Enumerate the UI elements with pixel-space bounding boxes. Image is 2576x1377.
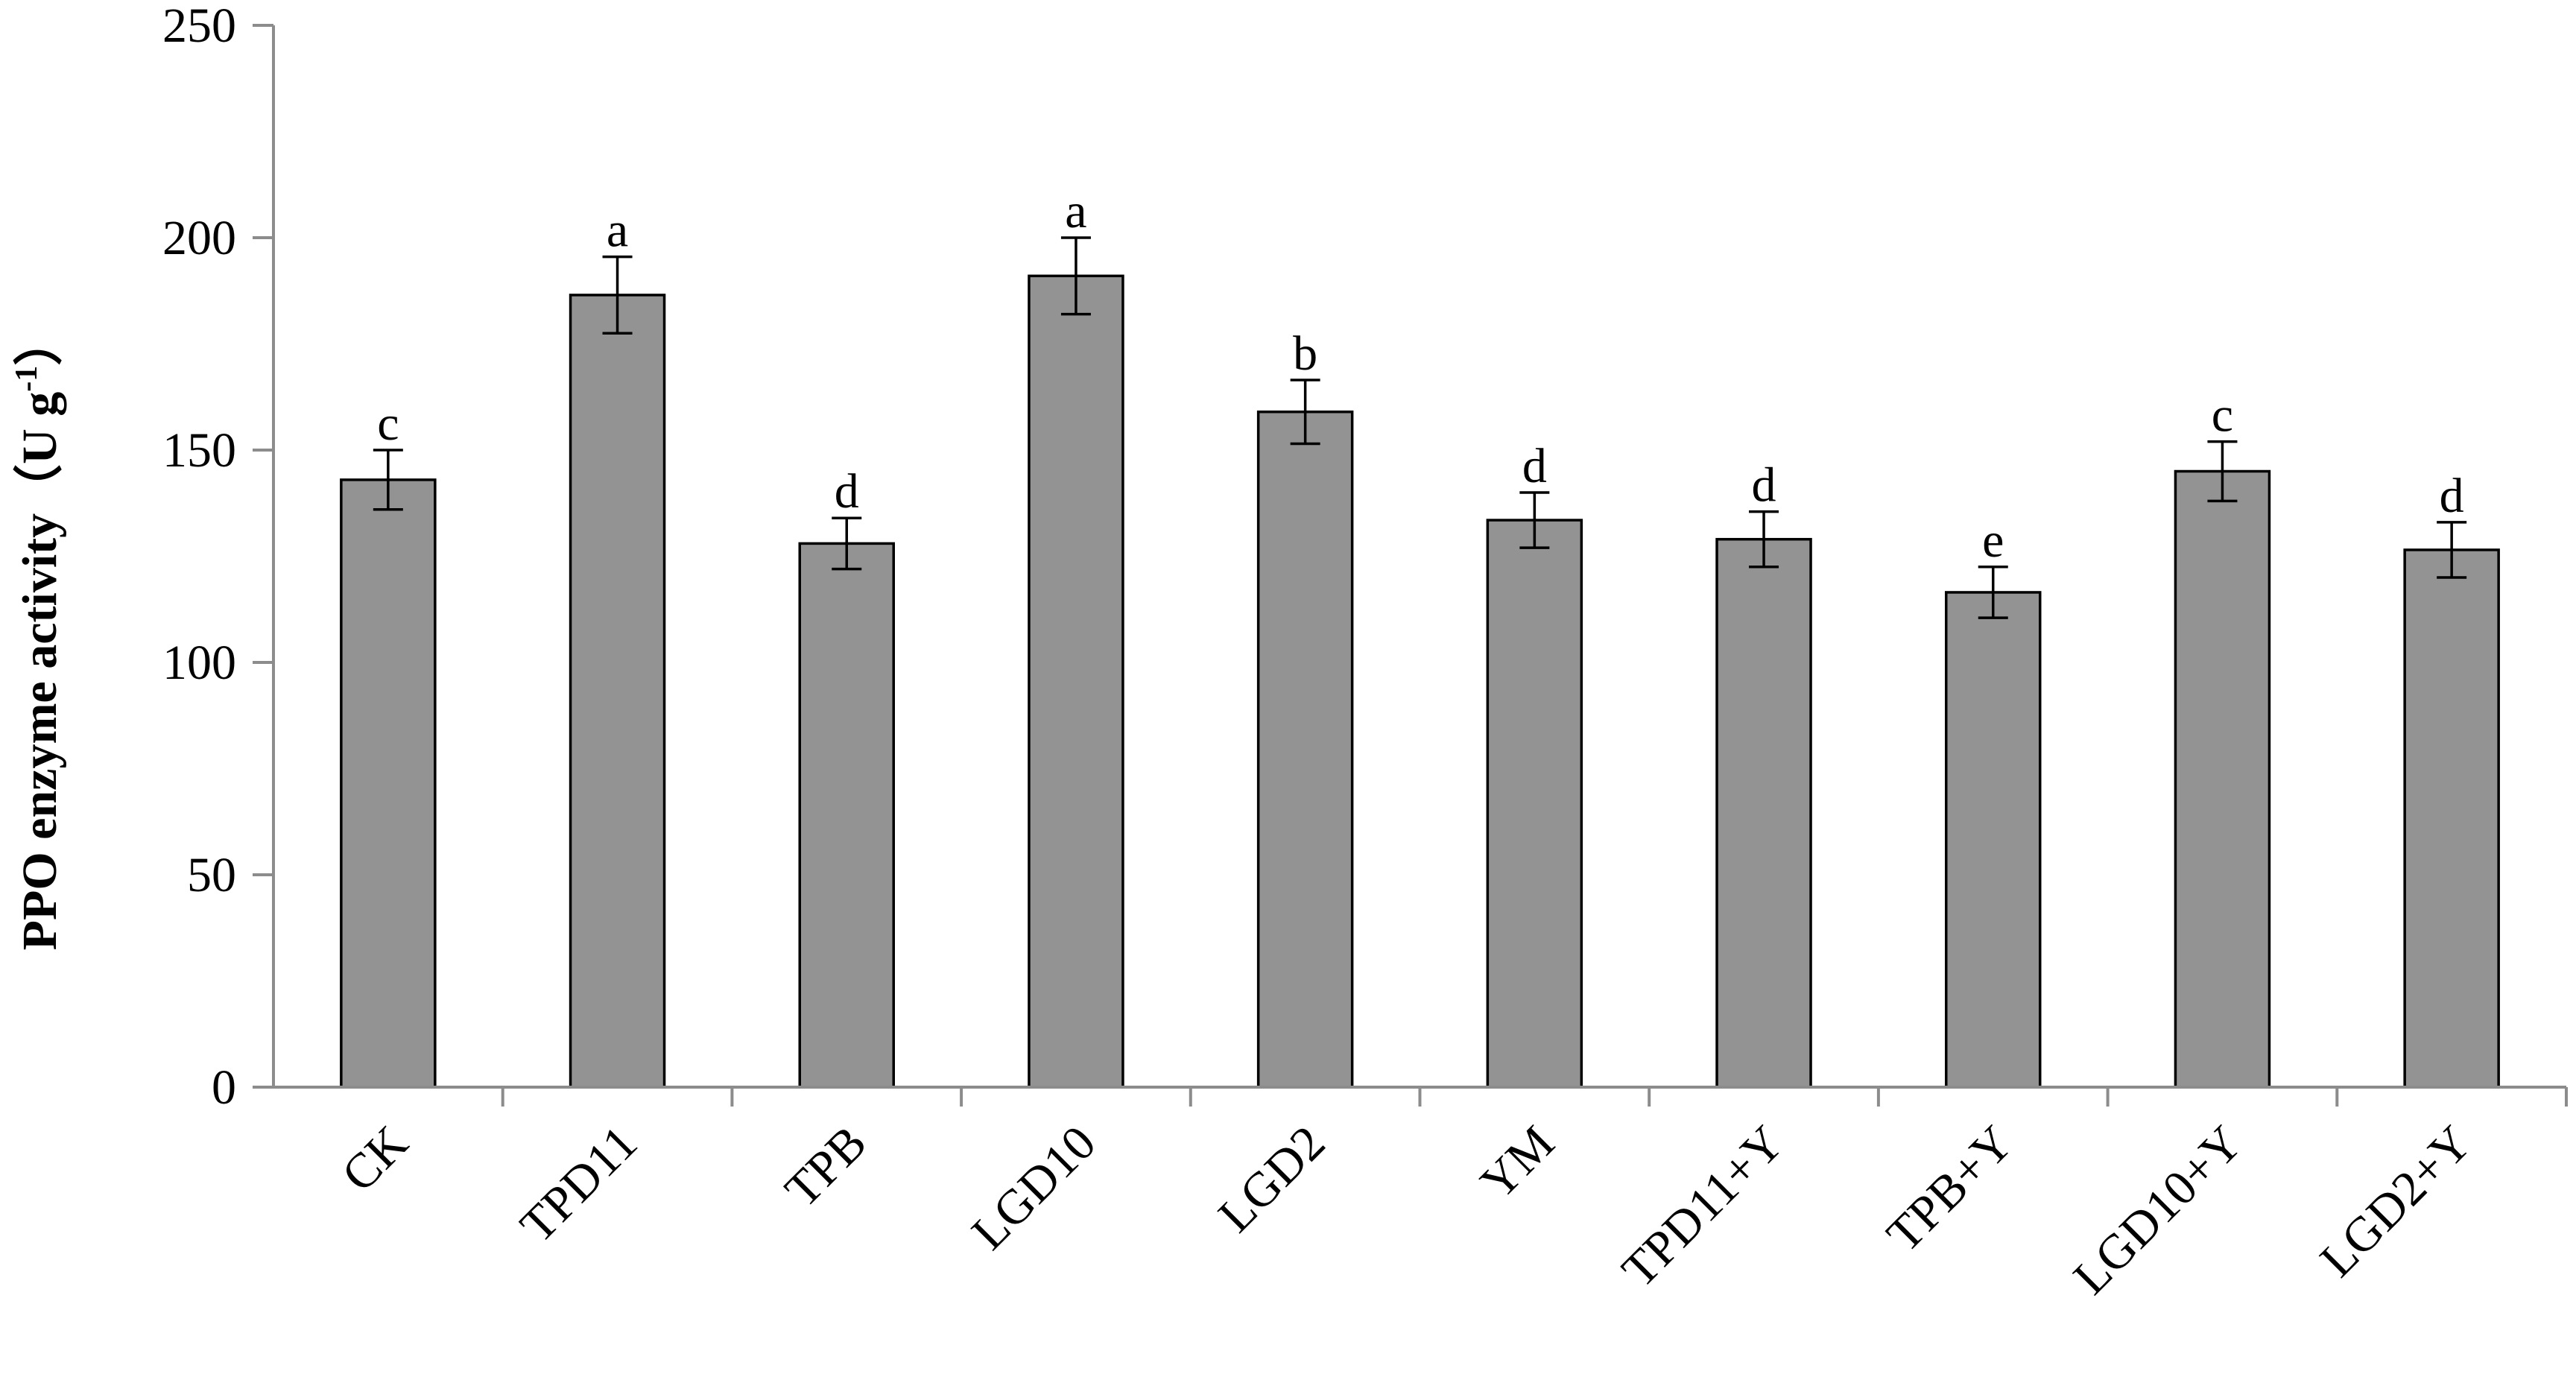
y-tick-label: 0 xyxy=(212,1060,236,1115)
error-bar xyxy=(1978,566,2008,619)
x-tick-label: LGD2+Y xyxy=(2310,1115,2482,1288)
error-bar xyxy=(2437,521,2467,579)
y-axis-title: PPO enzyme activity（U g-1） xyxy=(10,317,67,951)
bar xyxy=(2174,469,2271,1089)
bar xyxy=(1715,537,1812,1089)
x-tick-label: TPB+Y xyxy=(1876,1115,2023,1262)
significance-label: e xyxy=(1982,513,2004,568)
bar xyxy=(340,478,437,1089)
significance-label: d xyxy=(1522,439,1547,493)
y-axis-title-superscript: -1 xyxy=(10,366,44,392)
bar xyxy=(1028,274,1124,1089)
error-bars xyxy=(373,236,2467,619)
bar xyxy=(1256,410,1354,1089)
error-bar xyxy=(1749,510,1779,569)
y-axis-title-main: PPO enzyme activity（U g xyxy=(12,392,67,951)
y-tick-label: 250 xyxy=(162,0,236,53)
significance-label: d xyxy=(1752,458,1776,513)
bar xyxy=(569,294,666,1089)
error-bar xyxy=(1060,236,1091,316)
y-tick-label: 200 xyxy=(162,211,236,265)
significance-label: d xyxy=(2440,469,2464,523)
bar xyxy=(1486,519,1583,1089)
bars xyxy=(340,274,2500,1089)
error-bar xyxy=(602,255,633,335)
significance-label: d xyxy=(835,464,859,519)
error-bar xyxy=(1290,379,1320,446)
y-tick-label: 50 xyxy=(187,848,236,902)
bar xyxy=(2403,548,2500,1089)
x-tick-label: LGD2 xyxy=(1208,1115,1335,1243)
y-tick-label: 150 xyxy=(162,423,236,478)
significance-labels: c a d a b d d e c d xyxy=(377,184,2463,568)
bar xyxy=(798,542,895,1089)
y-tick-label: 100 xyxy=(162,636,236,690)
y-axis-title-close: ） xyxy=(12,317,67,366)
significance-label: c xyxy=(2212,388,2233,443)
y-axis-ticks: 0 50 100 150 200 250 xyxy=(162,0,273,1115)
x-tick-label: TPD11+Y xyxy=(1612,1115,1794,1298)
x-tick-label: LGD10 xyxy=(961,1115,1106,1260)
x-tick-label: LGD10+Y xyxy=(2063,1115,2253,1305)
error-bar xyxy=(1519,491,1550,549)
error-bar xyxy=(2207,440,2238,503)
category-labels: CK TPD11 TPB LGD10 LGD2 YM TPD11+Y TPB+Y LGD10+Y… xyxy=(332,1087,2568,1305)
x-tick-label: TPB xyxy=(775,1115,877,1218)
bar xyxy=(1945,591,2042,1089)
error-bar xyxy=(832,516,862,571)
significance-label: a xyxy=(1065,184,1086,238)
significance-label: a xyxy=(607,203,628,258)
error-bar xyxy=(373,449,403,511)
x-tick-label: YM xyxy=(1470,1115,1565,1210)
significance-label: b xyxy=(1293,326,1317,381)
significance-label: c xyxy=(377,396,399,451)
x-tick-label: TPD11 xyxy=(510,1115,648,1253)
x-tick-label: CK xyxy=(332,1115,418,1202)
